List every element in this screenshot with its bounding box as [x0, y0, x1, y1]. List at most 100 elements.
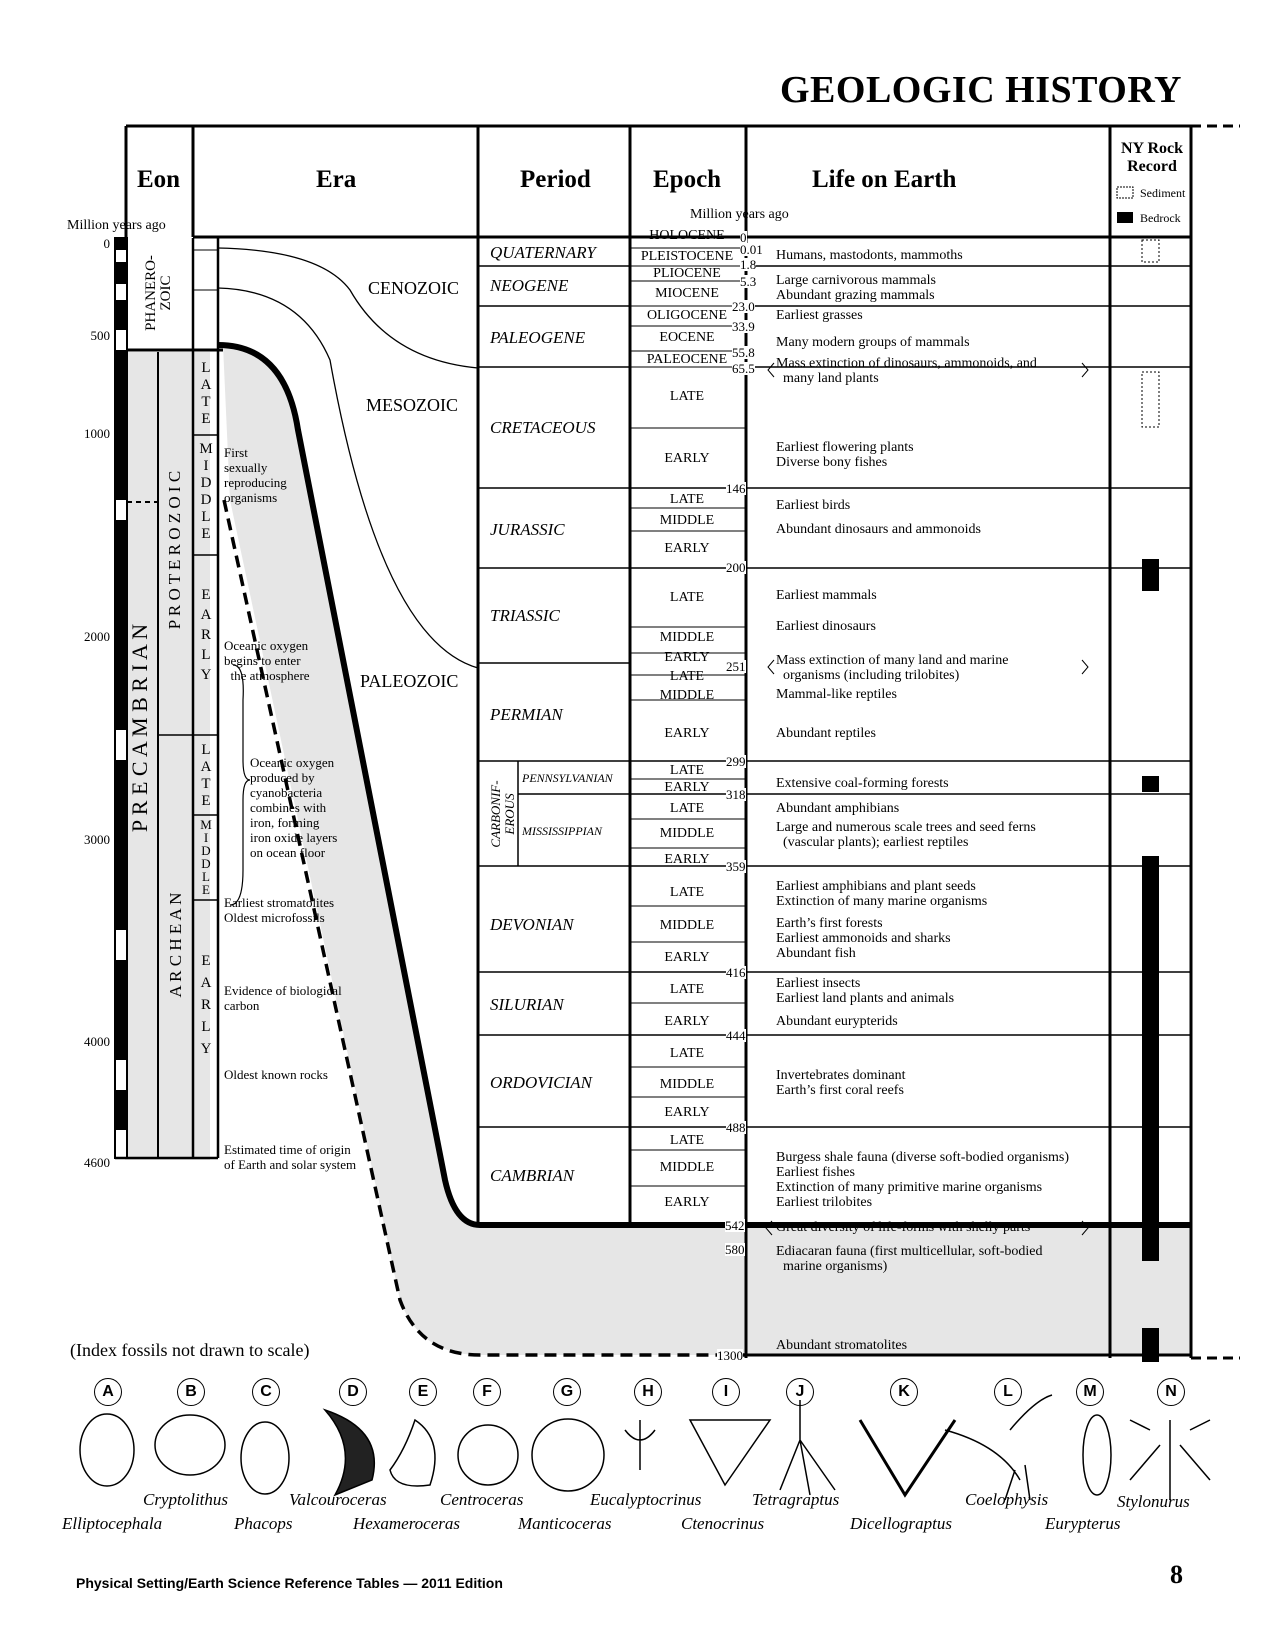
epoch-label: EARLY: [664, 451, 710, 466]
period-cretaceous: CRETACEOUS: [490, 418, 596, 437]
age-marker: 359: [726, 859, 746, 874]
period-carboniferous: CARBONIF- EROUS: [488, 780, 517, 848]
life-event: Earth’s first forests Earliest ammonoids…: [776, 916, 951, 961]
life-event: Abundant amphibians: [776, 801, 900, 816]
fossil-name-g: Manticoceras: [518, 1514, 612, 1533]
age-marker: 444: [726, 1028, 746, 1043]
fossil-name-m: Eurypterus: [1045, 1514, 1121, 1533]
epoch-label: EARLY: [664, 950, 710, 965]
event-label: Oceanic oxygen begins to enter the atmos…: [224, 638, 310, 683]
epoch-label: LATE: [669, 885, 705, 900]
fossil-letter-l: L: [994, 1378, 1022, 1406]
life-event: Mammal-like reptiles: [776, 687, 897, 702]
period-mississippian: MISSISSIPPIAN: [522, 824, 602, 838]
age-marker: 580: [725, 1242, 745, 1257]
epoch-label: HOLOCENE: [649, 228, 725, 243]
life-event: Many modern groups of mammals: [776, 335, 970, 350]
life-event: Mass extinction of dinosaurs, ammonoids,…: [776, 356, 1037, 386]
fossil-letter-g: G: [553, 1378, 581, 1406]
age-marker: 55.8: [732, 345, 755, 360]
epoch-label: EARLY: [664, 650, 710, 665]
life-event: Abundant stromatolites: [776, 1338, 908, 1353]
fossil-h-sketch: [624, 1420, 656, 1470]
index-fossil-note: (Index fossils not drawn to scale): [70, 1340, 310, 1360]
fossil-name-i: Ctenocrinus: [681, 1514, 765, 1533]
age-marker: 65.5: [732, 361, 755, 376]
fossil-letter-e: E: [409, 1378, 437, 1406]
footer-edition: Physical Setting/Earth Science Reference…: [76, 1575, 503, 1591]
life-event: Earliest dinosaurs: [776, 619, 876, 634]
era-mesozoic: MESOZOIC: [366, 395, 459, 415]
fossil-name-k: Dicellograptus: [850, 1514, 952, 1533]
period-ordovician: ORDOVICIAN: [490, 1073, 592, 1092]
fossil-name-f: Centroceras: [440, 1490, 524, 1509]
scale-tick: 500: [90, 328, 111, 343]
header-period: Period: [520, 166, 591, 193]
epoch-label: LATE: [669, 492, 705, 507]
epoch-label: MIDDLE: [659, 918, 715, 933]
precambrian-left-shade: [125, 352, 210, 1160]
fossil-c-sketch: [240, 1421, 290, 1495]
header-eon: Eon: [137, 166, 181, 193]
epoch-label: LATE: [669, 1046, 705, 1061]
fossil-letter-i: I: [712, 1378, 740, 1406]
fossil-l-sketch: [944, 1394, 1053, 1501]
fossil-name-l: Coelophysis: [965, 1490, 1049, 1509]
epoch-label: PLIOCENE: [653, 266, 721, 281]
age-marker: 416: [726, 965, 746, 980]
fossil-letter-m: M: [1076, 1378, 1104, 1406]
fossil-name-e: Hexameroceras: [353, 1514, 460, 1533]
life-event: Earliest grasses: [776, 308, 863, 323]
epoch-label: MIDDLE: [659, 1160, 715, 1175]
epoch-label: MIDDLE: [659, 826, 715, 841]
scale-label-left: Million years ago: [67, 218, 166, 233]
age-marker: 33.9: [732, 319, 755, 334]
fossil-name-j: Tetragraptus: [752, 1490, 840, 1509]
fossil-f-sketch: [457, 1424, 519, 1486]
fossil-name-c: Phacops: [234, 1514, 293, 1533]
age-marker: 1300: [717, 1348, 743, 1363]
epoch-label: MIDDLE: [659, 1077, 715, 1092]
eon-precambrian: P R E C A M B R I A N: [127, 623, 152, 833]
scale-tick: 2000: [84, 629, 110, 644]
life-event: Extensive coal-forming forests: [776, 776, 949, 791]
fossil-letter-h: H: [634, 1378, 662, 1406]
period-devonian: DEVONIAN: [490, 915, 574, 934]
epoch-label: LATE: [669, 1133, 705, 1148]
age-marker: 1.8: [740, 257, 757, 272]
epoch-label: EARLY: [664, 541, 710, 556]
epoch-label: MIOCENE: [655, 286, 719, 301]
fossil-letter-n: N: [1157, 1378, 1185, 1406]
age-marker: 251: [726, 659, 746, 674]
life-event: Abundant eurypterids: [776, 1014, 898, 1029]
period-pennsylvanian: PENNSYLVANIAN: [522, 771, 613, 785]
scale-tick: 4600: [84, 1155, 110, 1170]
fossil-name-d: Valcouroceras: [289, 1490, 387, 1509]
eon-phanerozoic: PHANERO- ZOIC: [143, 255, 174, 331]
life-event: Invertebrates dominant Earth’s first cor…: [776, 1068, 906, 1098]
fossil-i-sketch: [688, 1419, 772, 1487]
fossil-letter-j: J: [786, 1378, 814, 1406]
age-marker: 488: [726, 1120, 746, 1135]
subdiv-late: L A T E: [200, 360, 212, 427]
fossil-letter-d: D: [339, 1378, 367, 1406]
subdiv-middle: M I D D L E: [200, 817, 212, 897]
epoch-label: LATE: [669, 801, 705, 816]
event-label: Evidence of biological carbon: [224, 983, 342, 1013]
period-permian: PERMIAN: [490, 705, 563, 724]
event-label: Oldest known rocks: [224, 1067, 328, 1082]
period-neogene: NEOGENE: [490, 276, 569, 295]
page-title: GEOLOGIC HISTORY: [780, 69, 1182, 111]
event-label: Earliest stromatolites Oldest microfossi…: [224, 895, 335, 925]
life-event: Abundant reptiles: [776, 726, 876, 741]
epoch-label: LATE: [669, 669, 705, 684]
header-epoch: Epoch: [653, 166, 722, 193]
era-cenozoic: CENOZOIC: [368, 278, 459, 298]
fossil-name-a: Elliptocephala: [62, 1514, 163, 1533]
epoch-label: LATE: [669, 763, 705, 778]
fossil-j-sketch: [779, 1400, 836, 1496]
fossil-letter-f: F: [473, 1378, 501, 1406]
event-label: First sexually reproducing organisms: [224, 445, 287, 505]
fossil-b-sketch: [154, 1414, 226, 1476]
age-marker: 146: [726, 481, 746, 496]
